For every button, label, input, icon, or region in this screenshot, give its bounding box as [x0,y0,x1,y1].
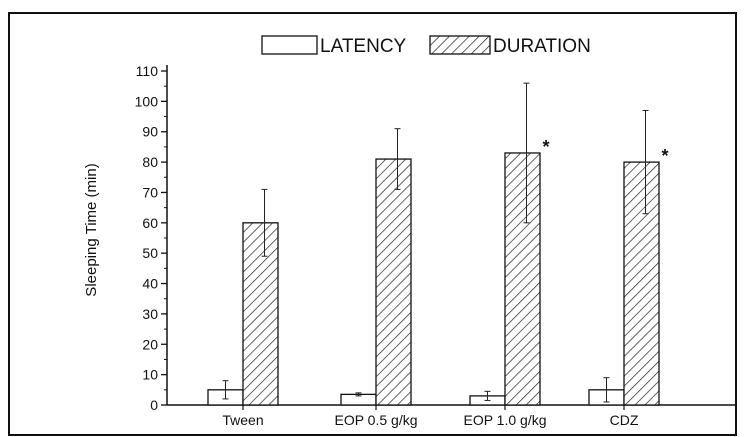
legend: LATENCY DURATION [261,35,591,57]
x-tick-label: EOP 0.5 g/kg [334,412,417,428]
y-tick-label: 110 [136,63,159,79]
y-tick-label: 50 [142,245,158,261]
bar [242,222,279,406]
y-tick-label: 80 [142,154,158,170]
y-tick-label: 70 [142,184,158,200]
legend-swatch [261,35,318,55]
significance-marker: * [661,146,668,166]
y-tick-label: 60 [142,215,158,231]
axes: 0 10 20 30 40 50 60 70 80 90 100 110 Tween EOP 0.5 g/… [135,63,735,428]
bar [375,158,412,406]
legend-label: LATENCY [320,36,407,57]
y-tick-label: 90 [142,124,158,140]
bar [623,161,660,406]
legend-swatch [429,35,491,55]
y-tick-label: 10 [142,367,158,383]
y-tick-label: 30 [142,306,158,322]
y-tick-label: 40 [142,276,158,292]
x-tick-label: Tween [222,412,263,428]
significance-marker: * [542,137,549,157]
x-tick-label: CDZ [610,412,639,428]
figure-border [8,12,737,436]
y-tick-label: 0 [150,397,158,413]
y-tick-label: 20 [142,336,158,352]
x-tick-label: EOP 1.0 g/kg [463,412,546,428]
y-axis-label: Sleeping Time (min) [83,163,100,296]
y-tick-label: 100 [135,93,159,109]
bar [504,152,541,406]
legend-label: DURATION [493,36,591,57]
bars: * * [207,82,669,406]
